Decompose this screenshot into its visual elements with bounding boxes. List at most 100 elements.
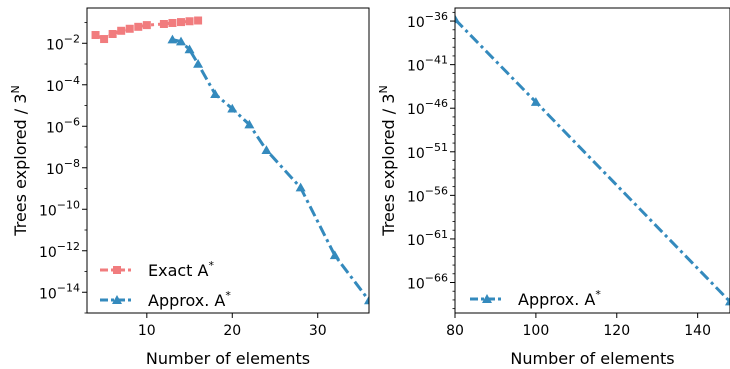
- y-tick-label: 10−56: [407, 184, 448, 205]
- y-tick-label-sup: −66: [425, 272, 448, 285]
- y-tick-label-sup: −12: [57, 240, 80, 253]
- data-point: [193, 59, 204, 68]
- data-point: [295, 182, 306, 192]
- y-axis-label: Trees explored / 3N: [377, 85, 398, 236]
- y-tick-label: 10−4: [46, 74, 80, 95]
- legend-label-base: Exact A: [148, 261, 209, 280]
- y-tick-label-base: 10: [46, 120, 64, 136]
- y-tick-label-base: 10: [39, 286, 57, 302]
- y-tick-label-sup: −8: [64, 157, 80, 170]
- data-point: [167, 34, 178, 44]
- y-tick-label-base: 10: [407, 233, 425, 249]
- x-tick-label: 120: [603, 323, 630, 339]
- data-point: [364, 295, 369, 305]
- y-tick-label-sup: −46: [425, 97, 448, 110]
- y-tick-label-base: 10: [407, 15, 425, 31]
- data-point: [134, 22, 143, 31]
- y-tick-label-base: 10: [46, 37, 64, 53]
- y-tick-label: 10−36: [407, 10, 448, 31]
- legend-label: Exact A*: [148, 259, 214, 280]
- y-tick-label-sup: −51: [425, 141, 448, 154]
- x-tick-label: 140: [684, 323, 711, 339]
- data-point: [125, 24, 134, 33]
- y-tick-label-base: 10: [46, 79, 64, 95]
- y-axis-label-base: Trees explored / 3: [11, 94, 30, 237]
- y-tick-label: 10−66: [407, 272, 448, 293]
- x-tick-label: 30: [309, 323, 327, 339]
- legend-marker: [482, 294, 492, 303]
- y-tick-label-sup: −4: [64, 74, 80, 87]
- data-point: [91, 31, 100, 40]
- legend: Exact A*Approx. A*: [100, 259, 231, 310]
- data-point: [100, 35, 109, 44]
- y-tick-label-base: 10: [407, 102, 425, 118]
- y-tick-label: 10−10: [39, 198, 80, 219]
- data-point: [210, 89, 221, 98]
- series-line: [455, 18, 730, 303]
- y-axis-label-sup: N: [377, 85, 390, 93]
- data-point: [177, 18, 185, 27]
- y-tick-label-base: 10: [407, 59, 425, 75]
- data-point: [329, 250, 340, 260]
- x-tick-label: 20: [223, 323, 241, 339]
- legend-label: Approx. A*: [518, 288, 601, 309]
- y-tick-label-sup: −61: [425, 228, 448, 241]
- y-tick-label: 10−46: [407, 97, 448, 118]
- x-tick-label: 10: [138, 323, 156, 339]
- x-axis-label: Number of elements: [146, 349, 310, 368]
- y-tick-label-sup: −56: [425, 184, 448, 197]
- data-point: [176, 36, 186, 46]
- y-tick-label: 10−14: [39, 281, 80, 302]
- data-point: [108, 29, 117, 38]
- data-point: [168, 18, 177, 27]
- legend-label-sup: *: [225, 289, 231, 302]
- y-tick-label-sup: −14: [57, 281, 80, 294]
- y-tick-label: 10−51: [407, 141, 448, 162]
- plot-frame: [454, 7, 730, 314]
- x-tick-label: 100: [523, 323, 550, 339]
- y-tick-label: 10−12: [39, 240, 80, 261]
- x-axis-label: Number of elements: [510, 349, 674, 368]
- y-tick-label-sup: −41: [425, 54, 448, 67]
- legend-label-base: Approx. A: [518, 290, 595, 309]
- data-point: [455, 14, 460, 24]
- x-tick-label: 80: [446, 323, 464, 339]
- legend: Approx. A*: [470, 288, 601, 309]
- y-tick-label-base: 10: [407, 146, 425, 162]
- series-0: [91, 16, 203, 44]
- legend-label-sup: *: [595, 288, 601, 301]
- y-tick-label-base: 10: [407, 189, 425, 205]
- data-point: [725, 296, 730, 306]
- data-point: [142, 21, 151, 30]
- y-tick-label-base: 10: [407, 277, 425, 293]
- data-point: [185, 17, 194, 26]
- y-tick-label-base: 10: [39, 245, 57, 261]
- y-tick-label-sup: −10: [57, 198, 80, 211]
- y-tick-label-base: 10: [46, 162, 64, 178]
- data-point: [244, 119, 255, 129]
- y-tick-label-sup: −36: [425, 10, 448, 23]
- y-tick-label-sup: −2: [64, 32, 80, 45]
- y-tick-label: 10−41: [407, 54, 448, 75]
- data-point: [261, 145, 272, 154]
- data-point: [530, 97, 541, 106]
- legend-label-base: Approx. A: [148, 291, 225, 310]
- series-1: [167, 34, 369, 305]
- legend-label: Approx. A*: [148, 289, 231, 310]
- data-point: [184, 44, 195, 54]
- legend-label-sup: *: [208, 259, 214, 272]
- plot-frame: [86, 7, 370, 314]
- legend-marker: [112, 295, 122, 304]
- y-tick-label-base: 10: [39, 203, 57, 219]
- y-axis-label: Trees explored / 3N: [9, 85, 30, 236]
- legend-marker: [113, 266, 121, 274]
- data-point: [159, 19, 168, 28]
- data-point: [194, 16, 203, 25]
- y-tick-label: 10−61: [407, 228, 448, 249]
- y-tick-label-sup: −6: [64, 115, 80, 128]
- y-tick-label: 10−2: [46, 32, 80, 53]
- y-axis-label-base: Trees explored / 3: [379, 94, 398, 237]
